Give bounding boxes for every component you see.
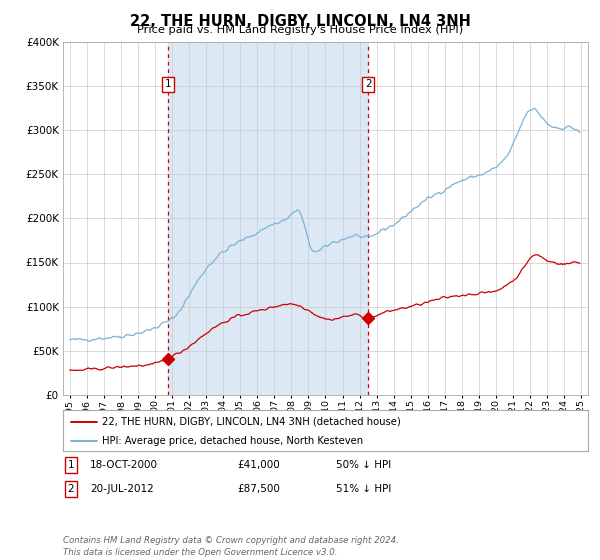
Text: 51% ↓ HPI: 51% ↓ HPI bbox=[336, 484, 391, 494]
Text: 2: 2 bbox=[365, 80, 371, 90]
Text: 50% ↓ HPI: 50% ↓ HPI bbox=[336, 460, 391, 470]
Text: £87,500: £87,500 bbox=[237, 484, 280, 494]
Text: HPI: Average price, detached house, North Kesteven: HPI: Average price, detached house, Nort… bbox=[103, 436, 364, 446]
Text: 2: 2 bbox=[67, 484, 74, 494]
Text: Contains HM Land Registry data © Crown copyright and database right 2024.
This d: Contains HM Land Registry data © Crown c… bbox=[63, 536, 399, 557]
Text: 22, THE HURN, DIGBY, LINCOLN, LN4 3NH (detached house): 22, THE HURN, DIGBY, LINCOLN, LN4 3NH (d… bbox=[103, 417, 401, 427]
Text: 1: 1 bbox=[67, 460, 74, 470]
Text: Price paid vs. HM Land Registry's House Price Index (HPI): Price paid vs. HM Land Registry's House … bbox=[137, 25, 463, 35]
Text: 1: 1 bbox=[164, 80, 171, 90]
Text: 20-JUL-2012: 20-JUL-2012 bbox=[90, 484, 154, 494]
Text: £41,000: £41,000 bbox=[237, 460, 280, 470]
Text: 18-OCT-2000: 18-OCT-2000 bbox=[90, 460, 158, 470]
Bar bbox=[168, 42, 368, 395]
Text: 22, THE HURN, DIGBY, LINCOLN, LN4 3NH: 22, THE HURN, DIGBY, LINCOLN, LN4 3NH bbox=[130, 14, 470, 29]
